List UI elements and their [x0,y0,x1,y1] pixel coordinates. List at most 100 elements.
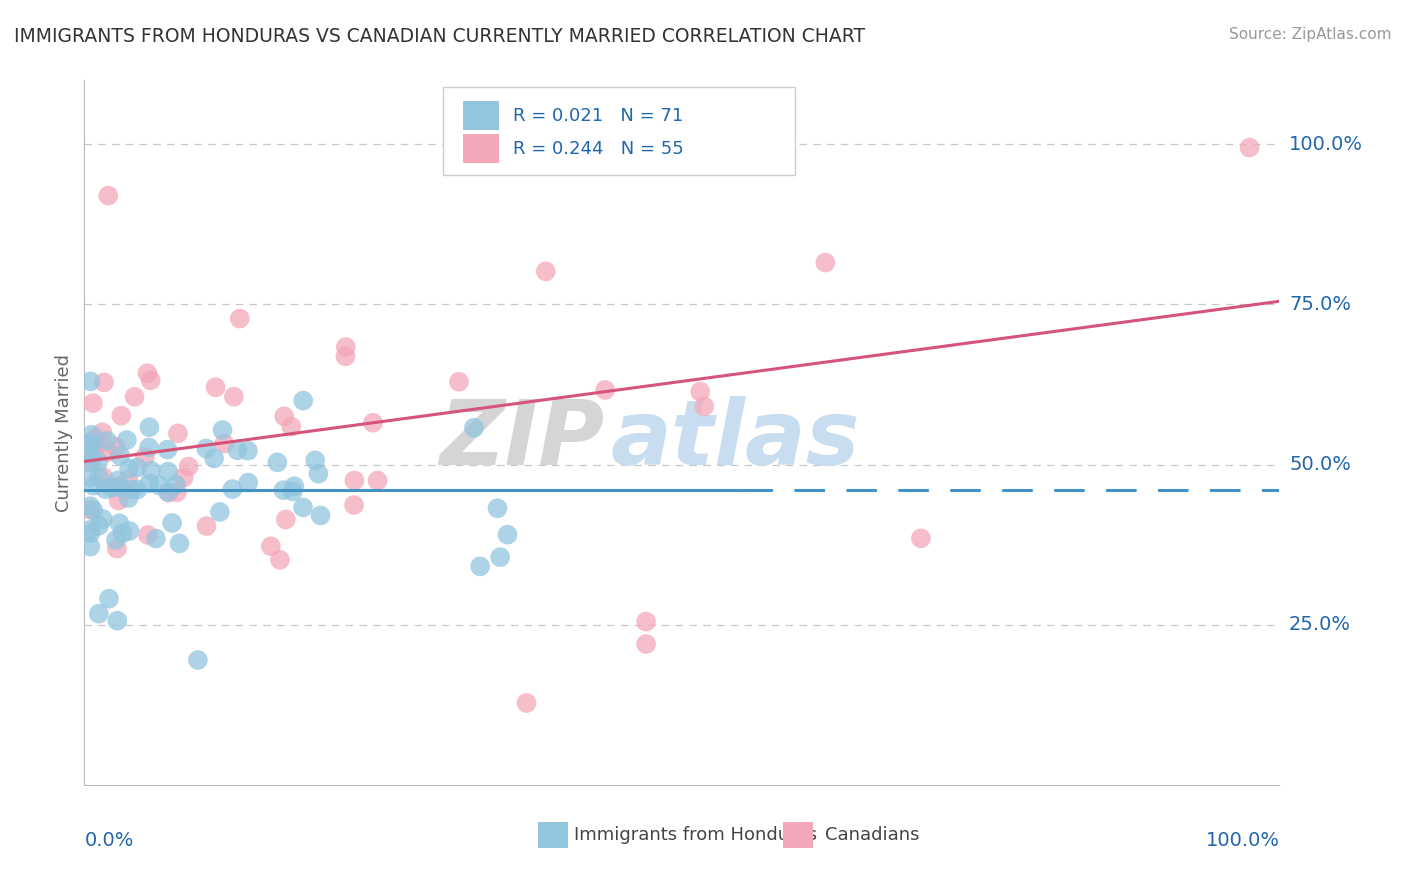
Point [93,376,115,390]
Point [82,503,104,517]
Text: 0.0%: 0.0% [84,830,134,850]
Point [160,516,183,530]
Point [273,483,295,497]
Point [274,512,297,526]
Point [238,475,260,490]
Point [187,653,209,667]
Point [104,440,127,454]
Text: 50.0%: 50.0% [1289,455,1351,475]
Point [87,518,110,533]
Point [636,637,658,651]
Point [110,409,132,423]
Point [292,393,315,408]
Point [134,450,156,464]
Point [105,614,128,628]
Point [693,400,716,414]
Text: 100.0%: 100.0% [1289,135,1362,153]
Point [104,533,127,547]
Point [260,539,283,553]
Point [447,375,470,389]
Point [516,696,538,710]
Point [689,384,711,399]
Point [292,500,315,515]
Point [814,255,837,269]
FancyBboxPatch shape [783,822,814,848]
Point [636,615,658,629]
Point [1239,140,1261,154]
Point [195,519,218,533]
Point [118,461,141,475]
Point [361,416,384,430]
Point [202,451,225,466]
Point [107,493,129,508]
Point [80,427,103,442]
Point [165,477,187,491]
Point [139,464,162,478]
Point [127,483,149,497]
Point [281,484,304,499]
Text: R = 0.244   N = 55: R = 0.244 N = 55 [513,140,685,158]
Point [89,470,111,484]
Point [79,436,101,450]
Point [87,454,110,468]
Point [273,409,295,424]
Point [177,459,200,474]
Point [534,264,557,278]
Point [157,485,180,500]
Point [157,465,180,479]
Point [108,449,131,463]
Point [108,480,131,494]
Point [309,508,332,523]
Point [195,442,218,456]
Point [136,528,159,542]
Point [222,390,245,404]
Point [124,390,146,404]
Point [367,474,389,488]
Y-axis label: Currently Married: Currently Married [55,353,73,512]
Point [138,441,160,455]
Point [101,481,124,495]
Point [208,505,231,519]
Point [105,541,128,556]
Point [91,512,114,526]
Point [138,476,160,491]
Point [79,471,101,485]
Point [307,467,329,481]
Point [166,485,188,500]
Point [304,453,326,467]
Point [83,478,105,492]
Point [118,524,141,538]
Point [139,373,162,387]
Point [84,442,107,456]
Point [156,485,179,500]
Point [335,340,357,354]
Point [211,423,233,437]
Point [117,473,139,487]
Point [97,445,120,459]
Point [266,455,288,469]
Point [343,498,366,512]
FancyBboxPatch shape [443,87,796,176]
Point [136,366,159,380]
Point [98,591,121,606]
Point [127,460,149,475]
Point [269,553,291,567]
Point [145,532,167,546]
Point [87,607,110,621]
Point [79,502,101,516]
Point [94,482,117,496]
Point [108,516,131,531]
Point [229,311,252,326]
Point [107,479,129,493]
Point [169,536,191,550]
Point [138,420,160,434]
Point [593,383,616,397]
Point [86,436,108,450]
FancyBboxPatch shape [538,822,568,848]
Point [226,443,249,458]
Text: atlas: atlas [610,396,859,483]
Point [79,526,101,541]
Point [80,455,103,469]
Point [489,550,512,565]
Point [468,559,491,574]
